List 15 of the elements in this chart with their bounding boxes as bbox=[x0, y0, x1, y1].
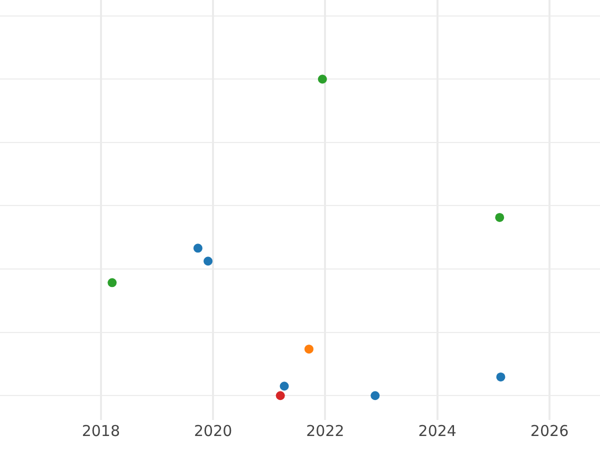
x-tick-label: 2018 bbox=[82, 422, 120, 440]
point bbox=[370, 391, 380, 400]
point bbox=[318, 74, 327, 84]
point bbox=[304, 344, 314, 354]
point bbox=[193, 244, 202, 253]
point bbox=[495, 212, 504, 222]
x-tick-label: 2022 bbox=[306, 422, 344, 440]
x-tick-label: 2024 bbox=[418, 422, 456, 440]
point bbox=[280, 382, 289, 391]
point bbox=[496, 372, 506, 382]
point bbox=[204, 256, 213, 266]
point bbox=[276, 391, 285, 400]
x-tick-label: 2020 bbox=[194, 422, 232, 440]
point bbox=[108, 278, 117, 288]
x-tick-label: 2026 bbox=[530, 422, 569, 440]
